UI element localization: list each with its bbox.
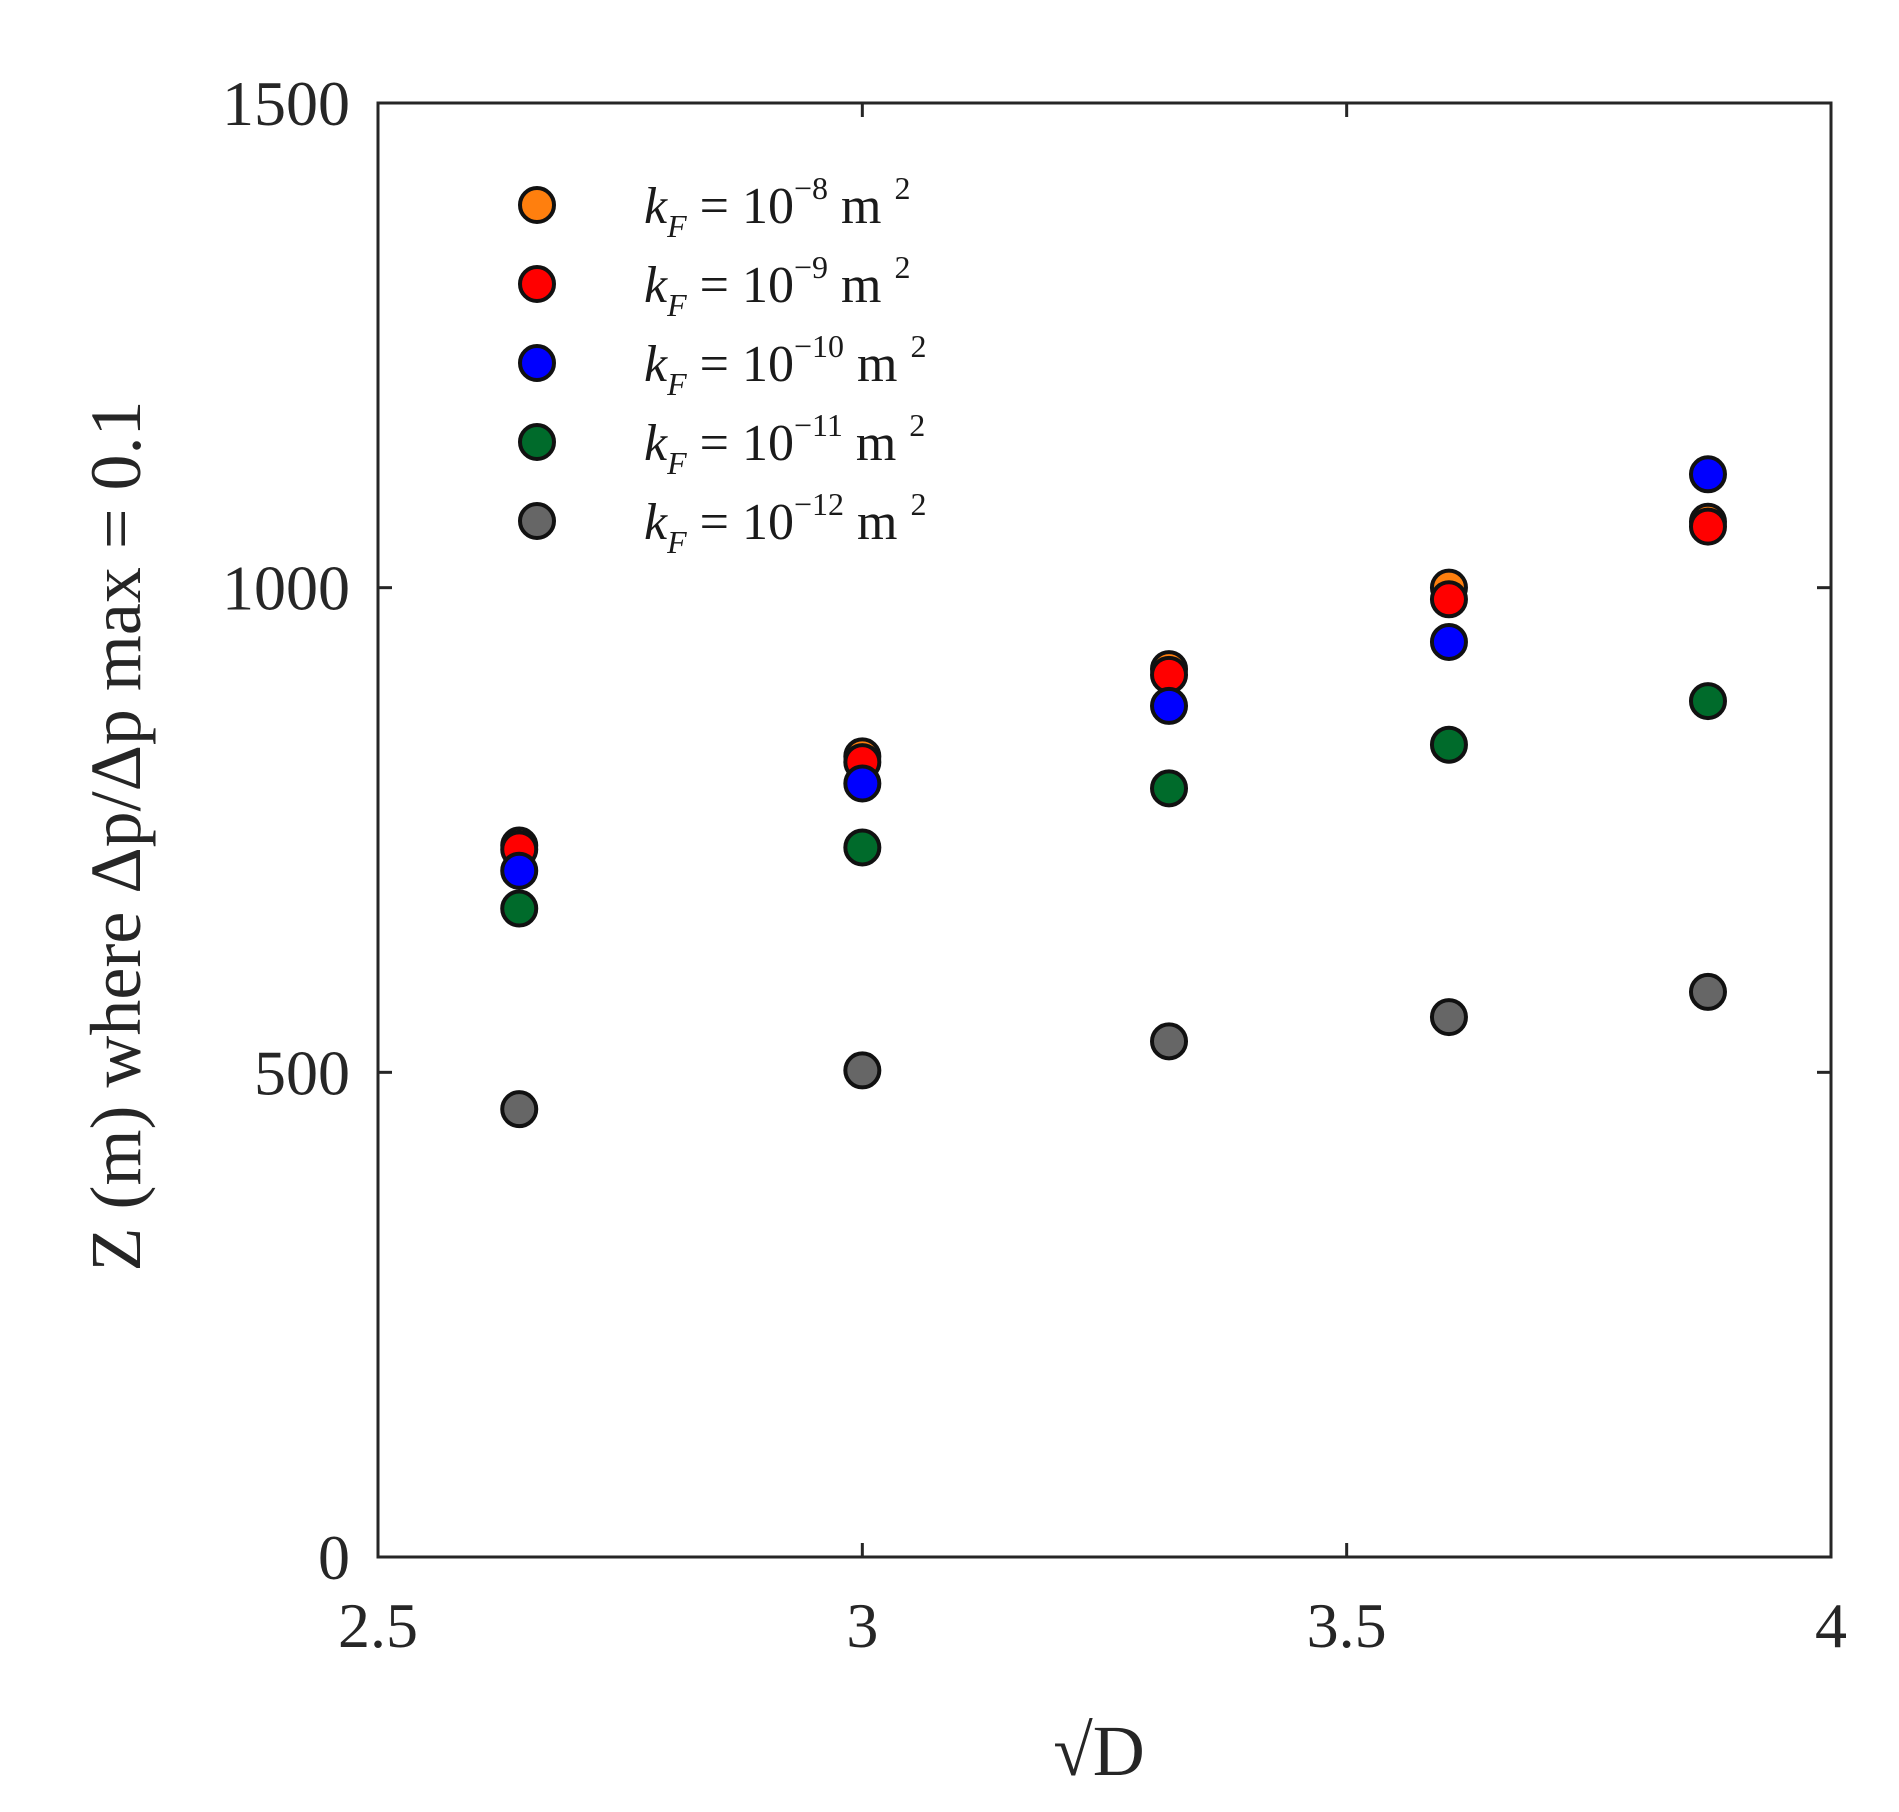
axes: 2.5 3 3.5 4 0 500 1000 1500	[222, 68, 1847, 1661]
y-axis-title: Z (m) where Δp/Δp max = 0.1	[76, 401, 156, 1272]
data-point	[1150, 1022, 1189, 1061]
x-tick-label: 3.5	[1307, 1590, 1387, 1661]
legend-item: kF = 10−9 m 2	[518, 249, 910, 323]
y-tick-label: 1000	[222, 553, 350, 624]
data-point	[1688, 507, 1727, 546]
y-tick-label: 500	[254, 1037, 350, 1108]
legend-item: kF = 10−11 m 2	[518, 407, 925, 481]
data-point	[1150, 655, 1189, 694]
series-group	[500, 972, 1727, 1129]
legend-item: kF = 10−10 m 2	[518, 328, 926, 402]
legend-label: kF = 10−12 m 2	[644, 486, 926, 560]
legend-label: kF = 10−11 m 2	[644, 407, 925, 481]
data-point	[1150, 769, 1189, 808]
legend-label: kF = 10−9 m 2	[644, 249, 910, 323]
y-tick-label: 0	[318, 1522, 350, 1593]
data-point	[1150, 686, 1189, 725]
data-point	[1688, 682, 1727, 721]
data-points	[500, 455, 1727, 1129]
data-point	[1429, 580, 1468, 619]
series-group	[500, 682, 1727, 928]
data-point	[1429, 725, 1468, 764]
y-tick-label: 1500	[222, 68, 350, 139]
legend-marker	[518, 265, 556, 303]
data-point	[1688, 972, 1727, 1011]
data-point	[843, 764, 882, 803]
data-point	[500, 1090, 539, 1129]
legend-marker	[518, 502, 556, 540]
data-point	[500, 851, 539, 890]
legend-item: kF = 10−8 m 2	[518, 170, 910, 244]
legend-label: kF = 10−10 m 2	[644, 328, 926, 402]
series-group	[500, 455, 1727, 890]
plot-frame	[376, 101, 1833, 1559]
legend-item: kF = 10−12 m 2	[518, 486, 926, 560]
data-point	[843, 828, 882, 867]
legend-marker	[518, 423, 556, 461]
data-point	[1429, 622, 1468, 661]
legend-marker	[518, 186, 556, 224]
data-point	[1688, 455, 1727, 494]
legend: kF = 10−8 m 2kF = 10−9 m 2kF = 10−10 m 2…	[518, 170, 926, 560]
legend-label: kF = 10−8 m 2	[644, 170, 910, 244]
x-tick-label: 3	[846, 1590, 878, 1661]
x-tick-label: 2.5	[338, 1590, 418, 1661]
data-point	[500, 889, 539, 928]
data-point	[1429, 998, 1468, 1037]
legend-marker	[518, 344, 556, 382]
data-point	[843, 1051, 882, 1090]
x-tick-label: 4	[1815, 1590, 1847, 1661]
x-axis-title: √D	[1053, 1711, 1145, 1791]
